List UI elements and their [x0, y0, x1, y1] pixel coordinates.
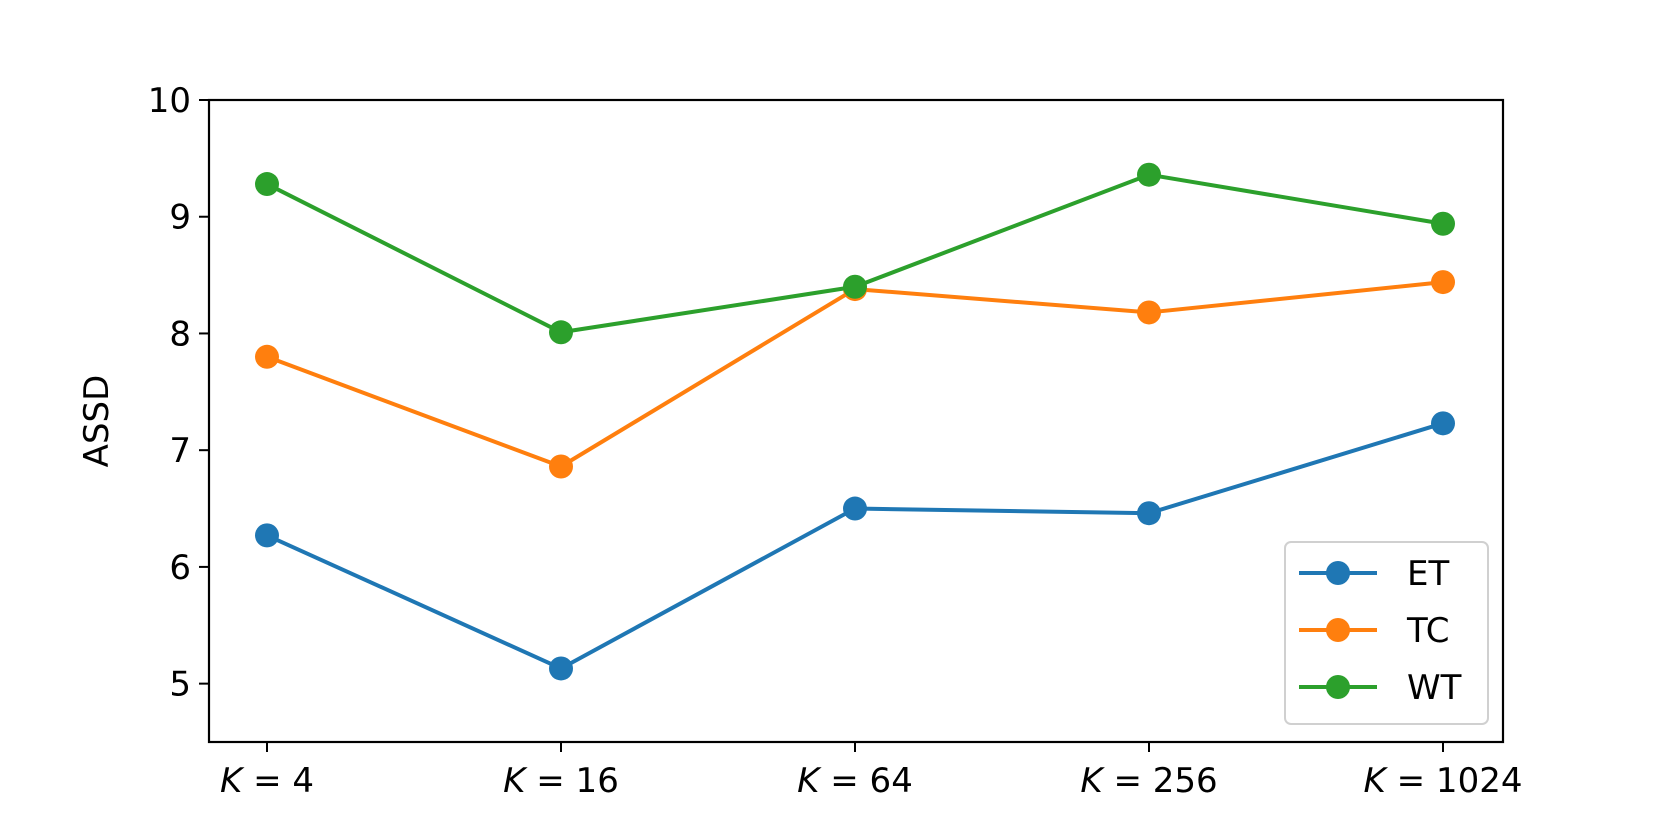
series-line-wt — [266, 172, 1444, 335]
data-point-tc — [1431, 270, 1455, 295]
legend-label-et: ET — [1407, 554, 1449, 594]
data-point-et — [549, 656, 573, 681]
plot-marks — [255, 162, 1455, 681]
axes: 5 6 7 8 9 10 K = 4 K = 16 K = 64 K = 256 K = 1024 — [148, 81, 1523, 801]
y-tick-label: 8 — [169, 314, 191, 354]
legend-marker-wt — [1326, 675, 1350, 699]
y-tick-label: 9 — [169, 198, 191, 238]
data-point-wt — [549, 320, 573, 345]
x-tick-label: K = 16 — [503, 761, 619, 801]
legend-label-tc: TC — [1406, 611, 1450, 651]
x-tick-label: K = 64 — [797, 761, 913, 801]
data-point-tc — [1137, 300, 1161, 325]
y-tick-label: 10 — [148, 81, 191, 121]
y-tick-label: 5 — [169, 665, 191, 705]
legend: ET TC WT — [1284, 541, 1489, 725]
y-axis-label: ASSD — [77, 375, 117, 468]
data-point-et — [843, 496, 867, 521]
legend-marker-et — [1326, 561, 1350, 585]
data-point-tc — [255, 344, 279, 369]
x-tick-label: K = 256 — [1080, 761, 1217, 801]
data-point-wt — [255, 172, 279, 197]
series-line-et — [266, 421, 1444, 671]
data-point-wt — [843, 274, 867, 299]
y-tick-label: 6 — [169, 548, 191, 588]
data-point-et — [255, 523, 279, 548]
data-point-wt — [1137, 162, 1161, 187]
legend-marker-tc — [1326, 618, 1350, 642]
series-line-tc — [266, 280, 1444, 469]
data-point-et — [1431, 411, 1455, 436]
data-point-et — [1137, 501, 1161, 526]
x-tick-label: K = 4 — [220, 761, 314, 801]
y-tick-label: 7 — [169, 431, 191, 471]
data-point-wt — [1431, 211, 1455, 236]
data-point-tc — [549, 454, 573, 479]
x-tick-label: K = 1024 — [1364, 761, 1523, 801]
legend-label-wt: WT — [1407, 668, 1462, 708]
